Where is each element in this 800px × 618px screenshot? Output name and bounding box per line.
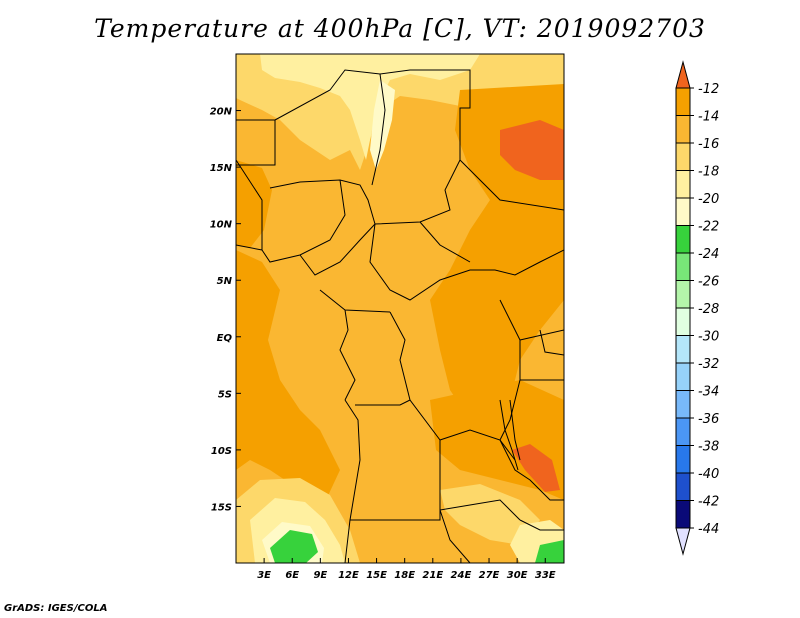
colorbar-label: -22: [698, 220, 719, 235]
colorbar-box: [675, 390, 691, 419]
colorbar-bottom-arrow: [675, 527, 691, 556]
colorbar-box: [675, 445, 691, 474]
plot-frame: [235, 53, 565, 564]
colorbar-label: -28: [698, 302, 719, 317]
colorbar-box: [675, 197, 691, 226]
colorbar-box: [675, 115, 691, 144]
colorbar-label: -44: [698, 522, 719, 537]
x-tick-label: 33E: [535, 570, 556, 581]
colorbar-label: -12: [698, 82, 719, 97]
x-tick-label: 21E: [422, 570, 443, 581]
x-tick-label: 24E: [451, 570, 472, 581]
colorbar-box: [675, 87, 691, 116]
map-title: Temperature at 400hPa [C], VT: 201909270…: [94, 14, 706, 43]
colorbar-top-arrow: [675, 60, 691, 89]
colorbar-box: [675, 252, 691, 281]
y-tick-label: 10S: [211, 446, 232, 457]
y-axis: 20N 15N 10N 5N EQ 5S 10S 15S: [210, 107, 241, 513]
colorbar-label: -30: [698, 330, 719, 345]
colorbar-label: -38: [698, 440, 719, 455]
colorbar-label: -36: [698, 412, 719, 427]
colorbar-box: [675, 170, 691, 199]
field-north-22: [370, 80, 395, 170]
colorbar: -12 -14 -16 -18 -20 -22 -24 -26 -28 -30 -32 -34 -36 -…: [675, 60, 719, 556]
field-se-18: [440, 484, 540, 545]
y-tick-label: 15S: [211, 502, 232, 513]
colorbar-label: -26: [698, 275, 719, 290]
y-tick-label: 5S: [218, 389, 232, 400]
x-tick-label: 3E: [257, 570, 271, 581]
colorbar-box: [675, 472, 691, 501]
field-se-12: [512, 444, 560, 492]
field-north-20: [260, 54, 480, 160]
colorbar-box: [675, 500, 691, 529]
y-tick-label: EQ: [217, 333, 233, 344]
x-tick-label: 15E: [366, 570, 387, 581]
field-west-14: [236, 250, 340, 500]
x-tick-label: 18E: [394, 570, 415, 581]
y-tick-label: 15N: [210, 163, 233, 174]
field-ne-12: [500, 120, 564, 180]
y-tick-label: 5N: [217, 276, 233, 287]
x-tick-label: 12E: [338, 570, 359, 581]
x-tick-label: 6E: [285, 570, 299, 581]
colorbar-box: [675, 335, 691, 364]
country-borders: [236, 69, 564, 563]
x-axis: 3E 6E 9E 12E 15E 18E 21E 24E 27E 30E 33E: [257, 558, 556, 581]
x-tick-label: 30E: [507, 570, 528, 581]
field-south-24: [270, 530, 318, 563]
colorbar-label: -16: [698, 137, 719, 152]
colorbar-label: -20: [698, 192, 719, 207]
grads-credit: GrADS: IGES/COLA: [4, 603, 108, 614]
field-se-24: [535, 540, 564, 563]
colorbar-box: [675, 417, 691, 446]
colorbar-label: -40: [698, 467, 719, 482]
colorbar-box: [675, 280, 691, 309]
colorbar-label: -18: [698, 165, 719, 180]
x-tick-label: 9E: [313, 570, 327, 581]
temperature-field: [236, 54, 564, 563]
y-tick-label: 20N: [210, 107, 233, 118]
colorbar-label: -24: [698, 247, 719, 262]
colorbar-label: -42: [698, 495, 719, 510]
x-tick-label: 27E: [479, 570, 500, 581]
colorbar-box: [675, 307, 691, 336]
colorbar-box: [675, 225, 691, 254]
colorbar-label: -34: [698, 385, 719, 400]
colorbar-label: -32: [698, 357, 719, 372]
field-nw-14: [236, 160, 272, 248]
colorbar-label: -14: [698, 110, 719, 125]
colorbar-box: [675, 362, 691, 391]
y-tick-label: 10N: [210, 220, 233, 231]
colorbar-box: [675, 142, 691, 171]
